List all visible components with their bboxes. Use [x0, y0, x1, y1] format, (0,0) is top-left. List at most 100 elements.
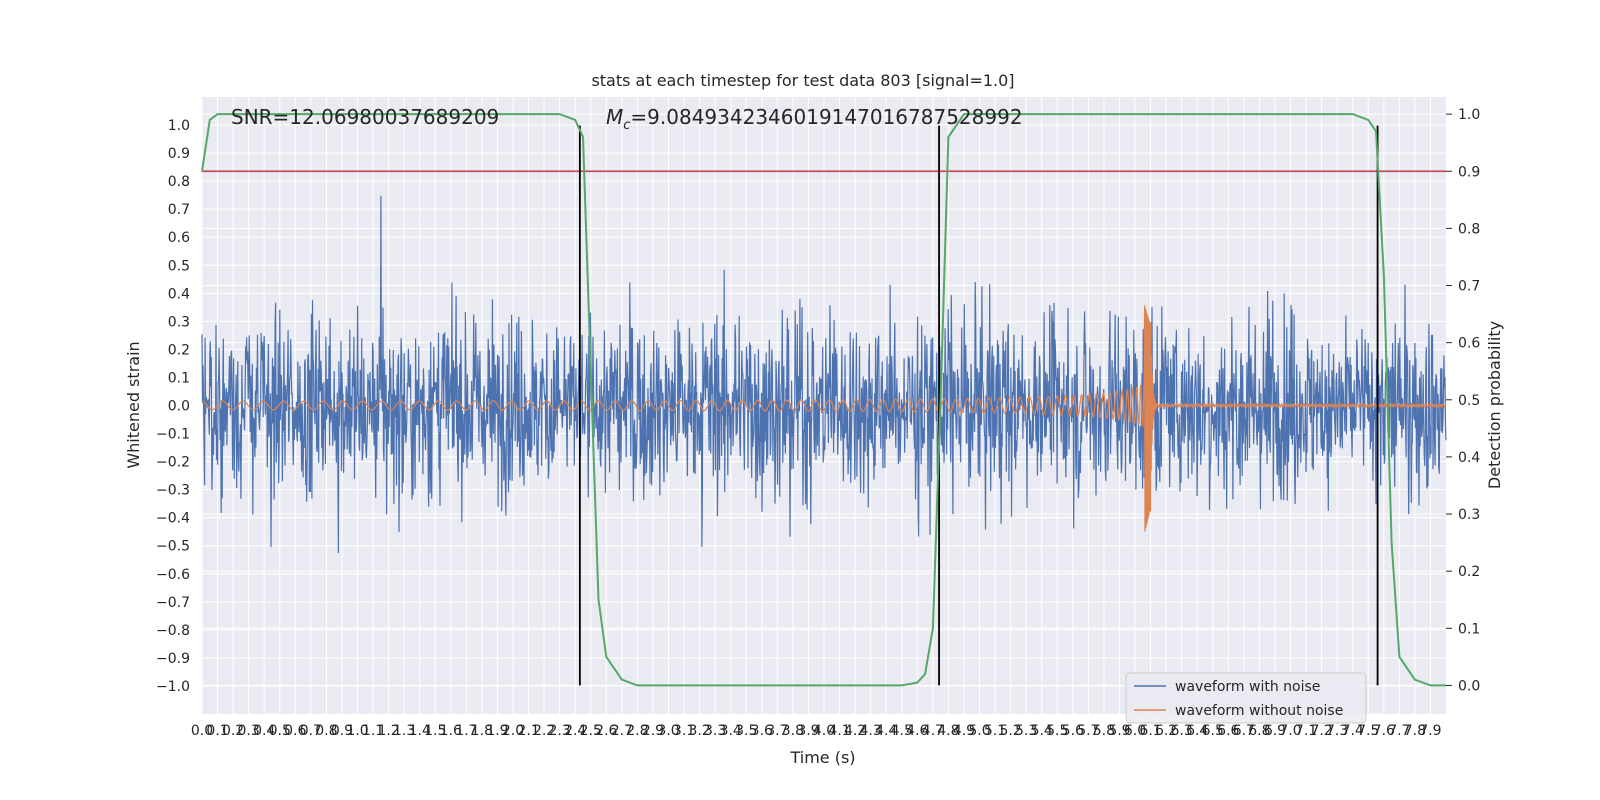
x-tick-label: 0.9	[331, 723, 353, 739]
x-tick-label: 7.6	[1373, 723, 1395, 739]
x-tick-label: 3.5	[735, 723, 757, 739]
chart-title: stats at each timestep for test data 803…	[591, 71, 1014, 90]
chirp-mass-symbol: M	[606, 105, 623, 129]
y-tick-label: −0.7	[156, 595, 190, 611]
x-tick-label: 5.1	[984, 723, 1006, 739]
y-tick-label: 0.3	[168, 314, 190, 330]
x-tick-label: 4.5	[891, 723, 913, 739]
y-tick-label: −0.3	[156, 483, 190, 499]
y-right-tick-label: 0.2	[1458, 564, 1480, 580]
x-tick-label: 2.1	[517, 723, 539, 739]
x-tick-label: 2.8	[626, 723, 648, 739]
y-right-axis-label: Detection probability	[1485, 321, 1504, 489]
x-tick-label: 3.3	[704, 723, 726, 739]
y-tick-label: 0.7	[168, 202, 190, 218]
y-tick-label: 0.2	[168, 342, 190, 358]
x-tick-label: 4.7	[922, 723, 944, 739]
y-right-tick-label: 0.5	[1458, 393, 1480, 409]
x-tick-label: 7.3	[1326, 723, 1348, 739]
y-right-tick-label: 0.0	[1458, 678, 1480, 694]
x-tick-label: 3.1	[673, 723, 695, 739]
x-axis-label: Time (s)	[789, 748, 855, 767]
x-tick-label: 4.8	[937, 723, 959, 739]
y-right-tick-label: 0.8	[1458, 221, 1480, 237]
series-waveform-without-noise	[202, 305, 1447, 532]
x-tick-label: 4.9	[953, 723, 975, 739]
x-tick-label: 1.6	[440, 723, 462, 739]
x-tick-label: 5.4	[1031, 723, 1053, 739]
y-tick-label: −0.2	[156, 455, 190, 471]
x-tick-label: 1.5	[424, 723, 446, 739]
x-tick-label: 5.2	[999, 723, 1021, 739]
x-tick-label: 5.7	[1077, 723, 1099, 739]
x-tick-label: 2.4	[564, 723, 586, 739]
y-tick-label: −0.5	[156, 539, 190, 555]
x-tick-label: 2.6	[595, 723, 617, 739]
x-tick-label: 3.0	[657, 723, 679, 739]
x-tick-label: 7.1	[1295, 723, 1317, 739]
x-tick-label: 4.2	[844, 723, 866, 739]
y-right-tick-labels: 1.0 0.9 0.8 0.7 0.6 0.5 0.4 0.3 0.2 0.1 0.0	[1446, 107, 1480, 694]
x-tick-label: 6.0	[1124, 723, 1146, 739]
y-tick-label: −0.9	[156, 651, 190, 667]
x-tick-label: 1.3	[393, 723, 415, 739]
x-tick-label: 1.8	[471, 723, 493, 739]
x-tick-label: 5.6	[1062, 723, 1084, 739]
x-tick-label: 5.0	[968, 723, 990, 739]
x-tick-label: 1.0	[346, 723, 368, 739]
x-tick-label: 0.2	[222, 723, 244, 739]
chirp-mass-value: =9.0849342346019147016787528992	[630, 105, 1022, 129]
x-tick-label: 3.7	[766, 723, 788, 739]
x-tick-label: 7.2	[1310, 723, 1332, 739]
y-right-tick-label: 0.3	[1458, 507, 1480, 523]
x-tick-label: 2.0	[502, 723, 524, 739]
y-tick-labels: 1.0 0.9 0.8 0.7 0.6 0.5 0.4 0.3 0.2 0.1 0.0 −0.1 −0.…	[156, 118, 190, 695]
y-tick-label: −0.6	[156, 567, 190, 583]
x-tick-label: 6.2	[1155, 723, 1177, 739]
x-tick-label: 6.3	[1171, 723, 1193, 739]
x-tick-label: 1.1	[362, 723, 384, 739]
x-tick-label: 4.6	[906, 723, 928, 739]
clean-waveform-line	[202, 305, 1447, 532]
x-tick-label: 4.4	[875, 723, 897, 739]
x-tick-label: 3.8	[782, 723, 804, 739]
legend: waveform with noise waveform without noi…	[1125, 672, 1367, 724]
x-tick-label: 0.0	[191, 723, 213, 739]
noise-waveform-line	[201, 195, 1447, 554]
y-tick-label: 0.0	[168, 399, 190, 415]
x-tick-label: 5.3	[1015, 723, 1037, 739]
x-tick-label: 6.4	[1186, 723, 1208, 739]
y-axis-label: Whitened strain	[124, 341, 143, 468]
x-tick-label: 3.4	[720, 723, 742, 739]
x-tick-label: 1.9	[486, 723, 508, 739]
x-tick-label: 4.3	[860, 723, 882, 739]
detection-overlay	[201, 113, 1446, 687]
y-right-tick-label: 0.6	[1458, 336, 1480, 352]
x-tick-label: 6.8	[1248, 723, 1270, 739]
x-tick-label: 4.1	[828, 723, 850, 739]
y-tick-label: −1.0	[156, 679, 190, 695]
y-tick-label: 0.5	[168, 258, 190, 274]
x-tick-label: 7.7	[1388, 723, 1410, 739]
x-tick-label: 0.7	[300, 723, 322, 739]
x-tick-labels: 0.00.10.20.30.40.50.60.70.80.91.01.11.21…	[191, 723, 1442, 739]
x-tick-label: 1.4	[409, 723, 431, 739]
y-tick-label: 0.6	[168, 230, 190, 246]
detection-probability-line	[201, 113, 1446, 687]
x-tick-label: 0.8	[315, 723, 337, 739]
x-tick-label: 0.3	[238, 723, 260, 739]
x-tick-label: 5.8	[1093, 723, 1115, 739]
x-tick-label: 6.6	[1217, 723, 1239, 739]
y-tick-label: −0.8	[156, 623, 190, 639]
y-tick-label: 0.9	[168, 146, 190, 162]
x-tick-label: 7.9	[1419, 723, 1441, 739]
x-tick-label: 5.5	[1046, 723, 1068, 739]
x-tick-label: 3.6	[751, 723, 773, 739]
y-right-tick-label: 0.7	[1458, 279, 1480, 295]
x-tick-label: 7.8	[1404, 723, 1426, 739]
x-tick-label: 3.2	[688, 723, 710, 739]
x-tick-label: 7.0	[1279, 723, 1301, 739]
x-tick-label: 2.5	[580, 723, 602, 739]
chirp-mass-annotation: Mc=9.0849342346019147016787528992	[606, 105, 1023, 133]
legend-box	[1125, 672, 1367, 724]
